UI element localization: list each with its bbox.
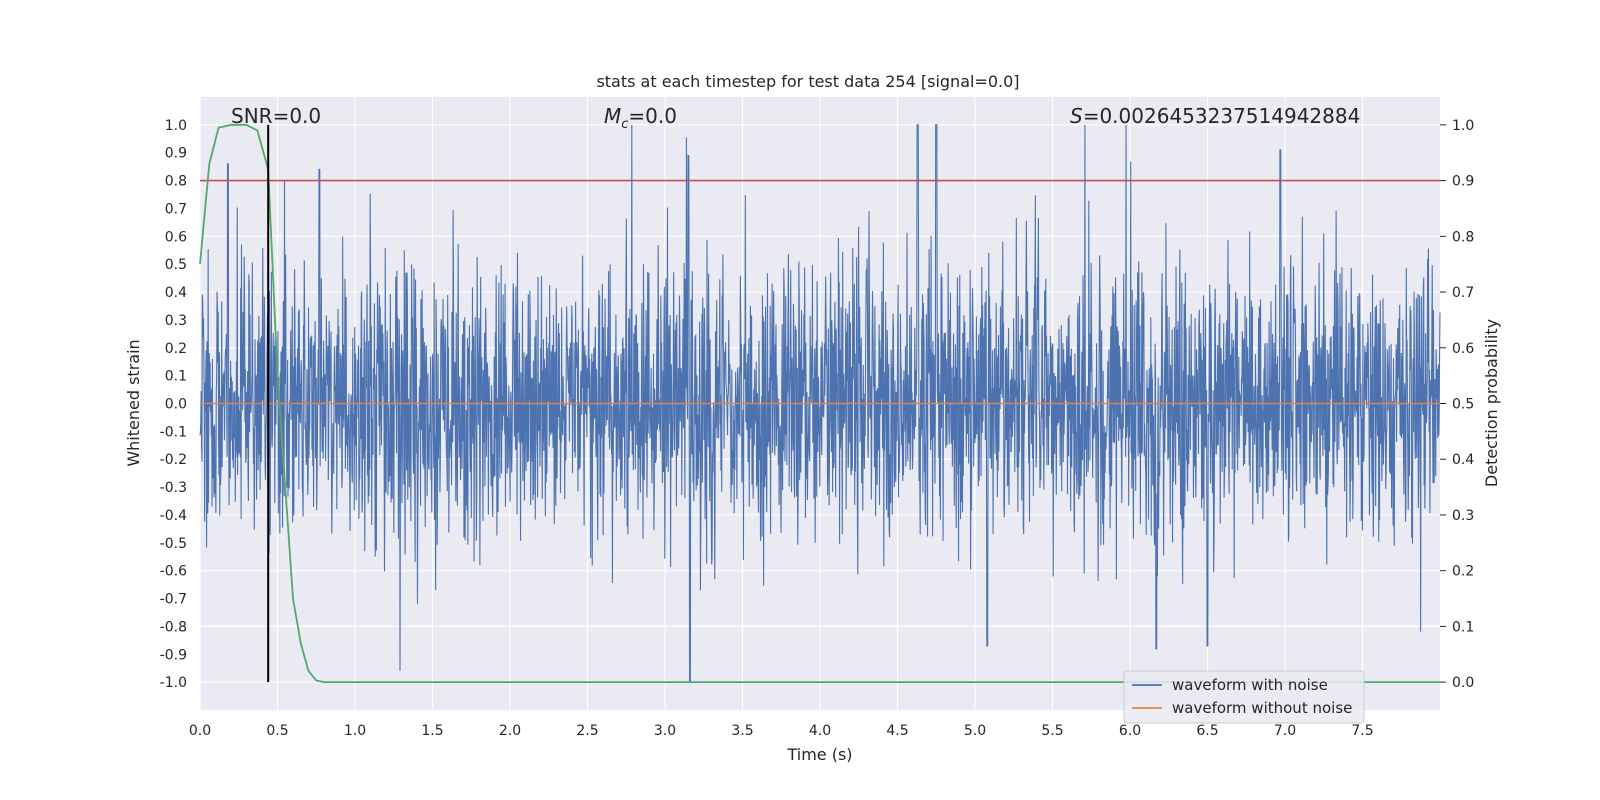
- left-y-tick-label: 0.2: [165, 341, 187, 357]
- left-y-tick-label: -0.6: [160, 564, 187, 580]
- series-detection-probability: [199, 123, 1440, 684]
- left-y-tick-label: -1.0: [160, 675, 187, 691]
- overlay-layer: [199, 123, 1440, 684]
- left-y-tick-label: 0.4: [165, 285, 187, 301]
- left-y-axis: 1.0 0.9 0.8 0.7 0.6 0.5 0.4 0.3 0.2 0.1 0.0 -0.1 -0.…: [160, 118, 187, 691]
- left-y-tick-label: -0.4: [160, 508, 187, 524]
- left-y-tick-label: 0.5: [165, 257, 187, 273]
- x-tick-label: 3.0: [654, 723, 676, 739]
- right-y-tick-label: 0.7: [1452, 285, 1474, 301]
- left-y-tick-label: 0.7: [165, 201, 187, 217]
- noisy-waveform-layer: [199, 124, 1441, 683]
- snr-value: =0.0: [273, 104, 322, 128]
- right-y-axis: 1.0 0.9 0.8 0.7 0.6 0.5 0.4 0.3 0.2 0.1 0.0: [1440, 118, 1474, 691]
- left-y-tick-label: 0.1: [165, 369, 187, 385]
- x-tick-label: 5.0: [964, 723, 986, 739]
- chirp-mass-annotation: Mc=0.0: [604, 104, 677, 132]
- right-y-tick-label: 0.4: [1452, 452, 1474, 468]
- x-tick-label: 1.5: [421, 723, 443, 739]
- x-tick-label: 0.0: [189, 723, 211, 739]
- mc-symbol: M: [604, 104, 621, 128]
- x-tick-label: 5.5: [1041, 723, 1063, 739]
- snr-prefix: SNR: [231, 104, 273, 128]
- left-y-tick-label: 0.0: [165, 397, 187, 413]
- left-y-tick-label: -0.3: [160, 480, 187, 496]
- legend-box: [1123, 670, 1365, 724]
- left-y-tick-label: 1.0: [165, 118, 187, 134]
- right-y-tick-label: 0.5: [1452, 397, 1474, 413]
- x-tick-label: 2.0: [499, 723, 521, 739]
- right-y-tick-label: 0.6: [1452, 341, 1474, 357]
- right-y-tick-label: 0.8: [1452, 229, 1474, 245]
- x-axis-label: Time (s): [786, 745, 852, 764]
- s-value: =0.0026453237514942884: [1083, 104, 1361, 128]
- right-y-tick-label: 0.3: [1452, 508, 1474, 524]
- series-waveform-with-noise: [199, 124, 1441, 683]
- left-y-axis-label: Whitened strain: [124, 339, 143, 466]
- x-tick-label: 4.5: [886, 723, 908, 739]
- x-tick-label: 7.0: [1274, 723, 1296, 739]
- left-y-tick-label: -0.8: [160, 619, 187, 635]
- x-tick-label: 1.0: [344, 723, 366, 739]
- left-y-tick-label: -0.1: [160, 424, 187, 440]
- mc-subscript: c: [621, 117, 628, 132]
- legend: waveform with noise waveform without noi…: [1123, 670, 1365, 724]
- right-y-axis-label: Detection probability: [1482, 319, 1501, 487]
- snr-annotation: SNR=0.0: [231, 104, 321, 128]
- s-symbol: S: [1070, 104, 1083, 128]
- right-y-tick-label: 1.0: [1452, 118, 1474, 134]
- x-tick-label: 6.5: [1196, 723, 1218, 739]
- x-axis: 0.0 0.5 1.0 1.5 2.0 2.5 3.0 3.5 4.0 4.5 5.0 5.5 6.0 6…: [189, 723, 1374, 739]
- right-y-tick-label: 0.0: [1452, 675, 1474, 691]
- legend-label-noise: waveform with noise: [1172, 676, 1328, 694]
- left-y-tick-label: -0.9: [160, 647, 187, 663]
- left-y-tick-label: -0.7: [160, 592, 187, 608]
- right-y-tick-label: 0.1: [1452, 619, 1474, 635]
- legend-label-clean: waveform without noise: [1172, 699, 1352, 717]
- left-y-tick-label: -0.5: [160, 536, 187, 552]
- x-tick-label: 7.5: [1351, 723, 1373, 739]
- x-tick-label: 3.5: [731, 723, 753, 739]
- left-y-tick-label: 0.9: [165, 146, 187, 162]
- left-y-tick-label: -0.2: [160, 452, 187, 468]
- x-tick-label: 4.0: [809, 723, 831, 739]
- left-y-tick-label: 0.3: [165, 313, 187, 329]
- mc-value: =0.0: [628, 104, 677, 128]
- left-y-tick-label: 0.6: [165, 229, 187, 245]
- left-y-tick-label: 0.8: [165, 174, 187, 190]
- chart-title: stats at each timestep for test data 254…: [596, 72, 1019, 91]
- x-tick-label: 2.5: [576, 723, 598, 739]
- score-annotation: S=0.0026453237514942884: [1070, 104, 1360, 128]
- right-y-tick-label: 0.9: [1452, 174, 1474, 190]
- x-tick-label: 6.0: [1119, 723, 1141, 739]
- x-tick-label: 0.5: [266, 723, 288, 739]
- right-y-tick-label: 0.2: [1452, 564, 1474, 580]
